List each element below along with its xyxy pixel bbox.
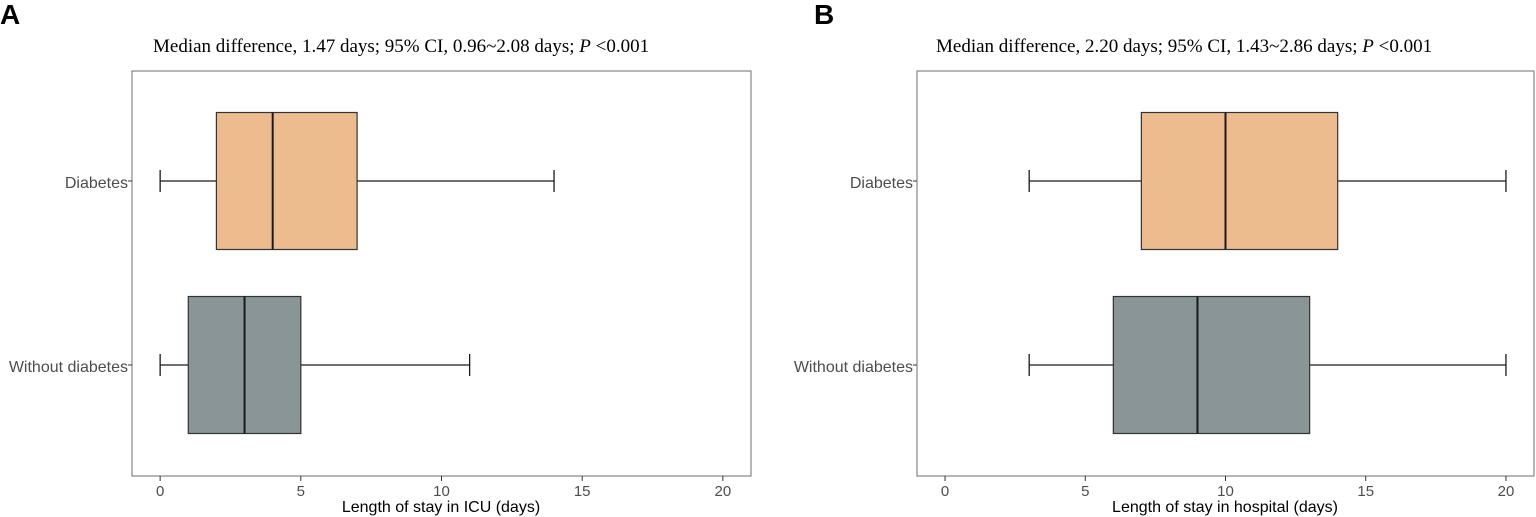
panel-b-diabetes-box	[1140, 111, 1339, 251]
panel-b-x-tick-label-20: 20	[1498, 483, 1515, 500]
panel-b-x-tick-label-5: 5	[1081, 483, 1089, 500]
panel-a-x-tick-label-20: 20	[715, 483, 732, 500]
panel-a-subtitle-pvalue: <0.001	[591, 36, 649, 57]
panel-b-x-tick-label-0: 0	[941, 483, 949, 500]
panel-b-x-axis-title: Length of stay in hospital (days)	[1112, 499, 1338, 516]
panel-a-x-tick-label-5: 5	[297, 483, 305, 500]
panel-a-x-tick-label-0: 0	[156, 483, 164, 500]
panel-a: A Median difference, 1.47 days; 95% CI, …	[0, 0, 752, 516]
panel-a-subtitle-text: Median difference, 1.47 days; 95% CI, 0.…	[153, 36, 579, 57]
panel-a-subtitle: Median difference, 1.47 days; 95% CI, 0.…	[153, 36, 649, 57]
panel-b-marks: 0 5 10 15 20	[913, 111, 1515, 500]
panel-b-x-tick-label-15: 15	[1357, 483, 1374, 500]
panel-a-category-label-diabetes: Diabetes	[65, 175, 128, 192]
panel-b-without-diabetes-box	[1112, 295, 1311, 435]
panel-a-x-tick-label-10: 10	[433, 483, 450, 500]
panel-b: B Median difference, 2.20 days; 95% CI, …	[794, 0, 1535, 516]
panel-a-marks: 0 5 10 15 20	[128, 111, 732, 500]
panel-b-x-tick-label-10: 10	[1217, 483, 1234, 500]
panel-a-x-tick-label-15: 15	[574, 483, 591, 500]
panel-b-category-label-without-diabetes: Without diabetes	[794, 359, 913, 376]
panel-a-subtitle-p: P	[578, 36, 591, 57]
panel-b-letter: B	[814, 0, 834, 30]
panel-b-subtitle-text: Median difference, 2.20 days; 95% CI, 1.…	[936, 36, 1362, 57]
panel-a-letter: A	[0, 0, 20, 30]
panel-b-category-label-diabetes: Diabetes	[850, 175, 913, 192]
panel-b-subtitle: Median difference, 2.20 days; 95% CI, 1.…	[936, 36, 1432, 57]
panel-b-subtitle-p: P	[1361, 36, 1374, 57]
panel-b-subtitle-pvalue: <0.001	[1374, 36, 1432, 57]
panel-a-category-label-without-diabetes: Without diabetes	[9, 359, 128, 376]
panel-a-x-axis-title: Length of stay in ICU (days)	[342, 499, 540, 516]
panel-a-diabetes-box	[215, 111, 358, 251]
